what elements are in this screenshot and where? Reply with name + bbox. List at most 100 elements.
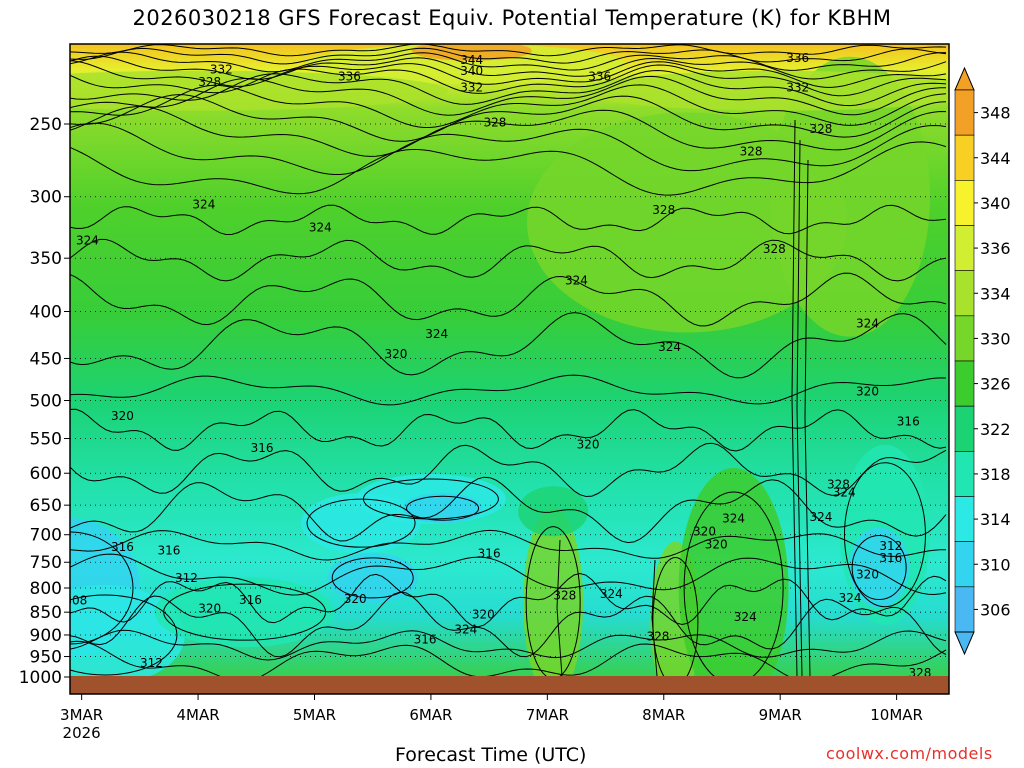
contour-label: 320 xyxy=(577,437,600,451)
colorbar-swatch xyxy=(954,180,975,226)
contour-label: 324 xyxy=(833,486,856,500)
field-overlays xyxy=(70,44,949,694)
contour-line xyxy=(70,75,946,116)
contour-label: 328 xyxy=(483,115,506,129)
contour-label: 324 xyxy=(658,340,681,354)
contour-label: 324 xyxy=(839,591,862,605)
y-tick-label: 350 xyxy=(30,249,62,269)
colorbar-swatch xyxy=(954,225,975,271)
contour-line xyxy=(796,139,803,677)
field-region xyxy=(678,468,789,694)
contour-line xyxy=(70,374,947,406)
colorbar-label: 348 xyxy=(980,104,1011,123)
contour-line xyxy=(70,84,947,128)
contour-line xyxy=(70,55,947,80)
colorbar-swatch xyxy=(954,541,975,588)
colorbar-label: 344 xyxy=(980,149,1011,168)
contour-line xyxy=(362,478,499,520)
contour-label: 328 xyxy=(652,203,675,217)
y-tick-label: 450 xyxy=(30,349,62,369)
colorbar-label: 310 xyxy=(980,555,1011,574)
contour-label: 312 xyxy=(879,539,902,553)
field-region xyxy=(849,527,910,608)
contour-line xyxy=(70,238,947,282)
colorbar-label: 334 xyxy=(980,284,1011,303)
contour-line xyxy=(70,408,947,452)
y-tick-label: 950 xyxy=(30,648,62,668)
contour-label: 316 xyxy=(158,543,181,557)
contour-line xyxy=(70,60,947,88)
contour-line xyxy=(70,629,947,661)
x-tick-label: 4MAR xyxy=(176,706,219,724)
x-tick-sublabel: 2026 xyxy=(63,724,101,742)
contour-label: 316 xyxy=(879,551,902,565)
contour-label: 324 xyxy=(565,273,588,287)
field-region xyxy=(523,507,584,694)
contour-label: 312 xyxy=(140,656,163,670)
colorbar-swatch xyxy=(954,134,975,181)
contour-label: 344 xyxy=(460,53,483,67)
contour-label: 316 xyxy=(414,632,437,646)
y-tick-label: 650 xyxy=(30,496,62,516)
contour-label: 316 xyxy=(897,414,920,428)
colorbar-label: 336 xyxy=(980,239,1011,258)
contour-line xyxy=(70,204,947,236)
y-tick-label: 300 xyxy=(30,188,62,208)
contour-label: 320 xyxy=(856,385,879,399)
colorbar-swatch xyxy=(954,405,975,452)
contour-label: 336 xyxy=(338,70,361,84)
contour-label: 316 xyxy=(251,441,274,455)
x-tick-label: 9MAR xyxy=(759,706,802,724)
y-tick-label: 800 xyxy=(30,579,62,599)
contour-line xyxy=(70,47,947,65)
contour-label: 324 xyxy=(76,234,99,248)
contour-line xyxy=(70,594,178,676)
colorbar-swatch xyxy=(954,89,975,136)
x-tick-label: 5MAR xyxy=(293,706,336,724)
field-region xyxy=(527,112,848,333)
field-region xyxy=(411,44,532,61)
y-tick-label: 750 xyxy=(30,553,62,573)
y-tick-label: 550 xyxy=(30,430,62,450)
colorbar-swatch xyxy=(954,360,975,407)
colorbar-label: 340 xyxy=(980,194,1011,213)
contour-label: 336 xyxy=(588,70,611,84)
contour-label: 328 xyxy=(740,145,763,159)
colorbar-label: 322 xyxy=(980,420,1011,439)
contour-label: 324 xyxy=(192,198,215,212)
contour-line xyxy=(331,557,414,599)
colorbar-swatch xyxy=(954,586,975,633)
contour-label: 324 xyxy=(722,511,745,525)
colorbar-swatch xyxy=(954,451,975,497)
contour-label: 324 xyxy=(600,587,623,601)
x-tick-label: 6MAR xyxy=(409,706,452,724)
contour-line xyxy=(70,312,947,379)
contour-line xyxy=(70,476,947,544)
contour-label: 324 xyxy=(809,510,832,524)
contour-label: 320 xyxy=(856,567,879,581)
contour-line xyxy=(70,272,947,327)
contour-line xyxy=(70,591,947,658)
contour-lines xyxy=(70,44,947,686)
contour-line xyxy=(556,539,563,677)
contour-line xyxy=(70,44,947,57)
contour-label: 320 xyxy=(693,524,716,538)
y-tick-label: 700 xyxy=(30,526,62,546)
colorbar-label: 330 xyxy=(980,329,1011,348)
contour-label: 324 xyxy=(309,220,332,234)
contour-line xyxy=(406,495,480,521)
colorbar-label: 314 xyxy=(980,510,1011,529)
y-axis: 250 300 350 400 450 500 550 600 650 700 750 800 850 9… xyxy=(19,115,70,688)
colorbar-label: 318 xyxy=(980,465,1011,484)
colorbar-label: 326 xyxy=(980,375,1011,394)
y-tick-label: 500 xyxy=(30,392,62,412)
colorbar-label: 306 xyxy=(980,600,1011,619)
contour-label: 328 xyxy=(553,588,576,602)
y-tick-label: 250 xyxy=(30,115,62,135)
y-tick-label: 1000 xyxy=(19,668,62,688)
contour-line xyxy=(70,94,947,142)
x-tick-label: 3MAR xyxy=(60,706,103,724)
